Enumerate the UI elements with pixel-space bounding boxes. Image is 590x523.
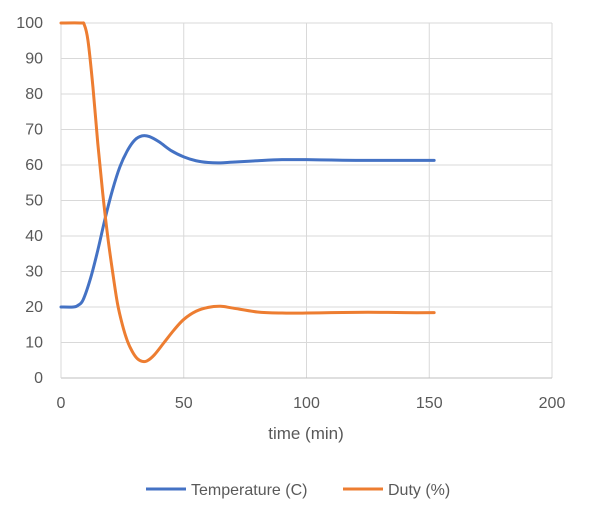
x-tick-label: 200	[539, 395, 566, 412]
legend-label: Duty (%)	[388, 482, 450, 499]
series-line-temperature	[59, 134, 436, 309]
x-tick-labels: 0 50 100 150 200	[57, 395, 566, 412]
x-tick-label: 150	[416, 395, 443, 412]
y-tick-label: 0	[34, 370, 43, 387]
y-tick-label: 90	[25, 51, 43, 68]
series-line-duty	[59, 21, 436, 364]
x-tick-label: 0	[57, 395, 66, 412]
x-tick-label: 100	[293, 395, 320, 412]
axes	[60, 23, 552, 379]
y-tick-label: 20	[25, 299, 43, 316]
y-tick-label: 60	[25, 157, 43, 174]
y-tick-label: 10	[25, 335, 43, 352]
legend-label: Temperature (C)	[191, 482, 307, 499]
series-lines	[59, 21, 436, 364]
y-tick-label: 70	[25, 122, 43, 139]
y-tick-label: 30	[25, 264, 43, 281]
y-tick-label: 80	[25, 86, 43, 103]
x-tick-label: 50	[175, 395, 193, 412]
grid-lines	[61, 22, 553, 378]
x-axis-title: time (min)	[268, 424, 344, 443]
y-tick-label: 100	[16, 15, 43, 32]
legend: Temperature (C) Duty (%)	[146, 482, 450, 499]
y-tick-label: 50	[25, 193, 43, 210]
y-tick-label: 40	[25, 228, 43, 245]
y-tick-labels: 0 10 20 30 40 50 60 70 80 90 100	[16, 15, 43, 387]
